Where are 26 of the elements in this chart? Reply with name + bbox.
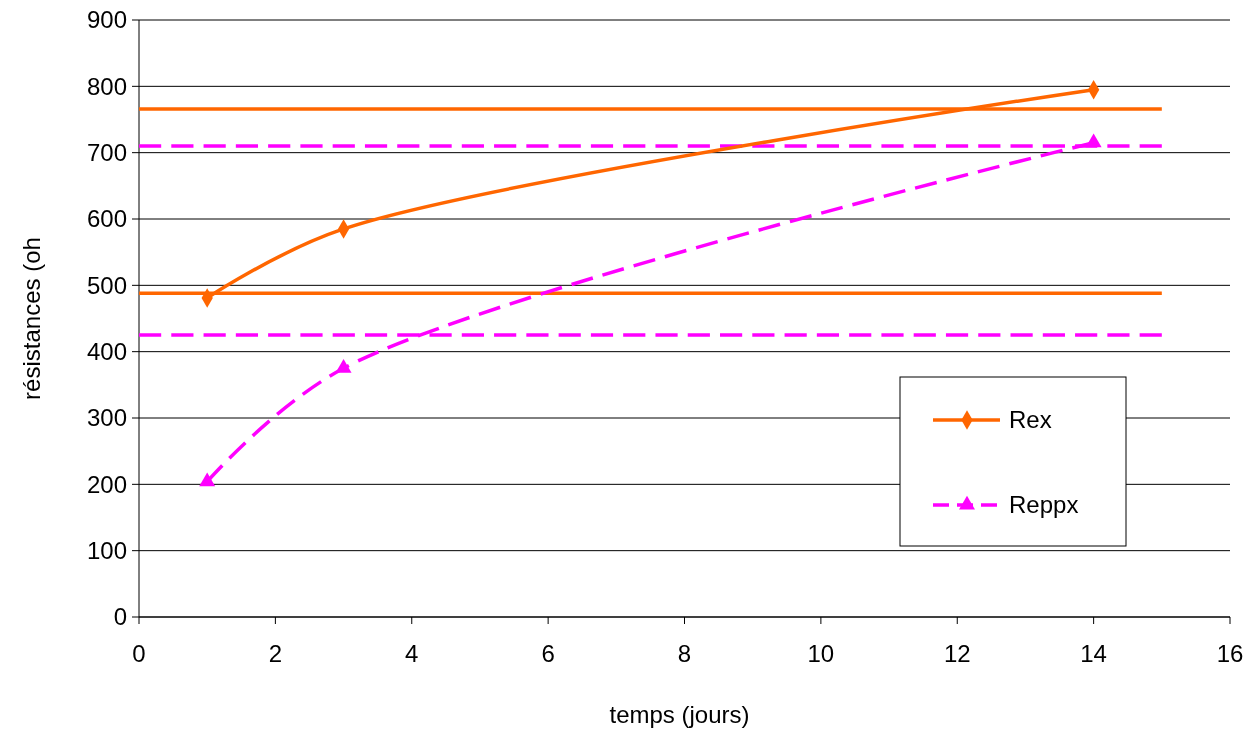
y-tick-label: 900 (86, 6, 127, 34)
x-tick-label: 2 (268, 640, 283, 667)
y-tick-label: 100 (86, 537, 127, 565)
x-tick-label: 12 (943, 640, 971, 667)
y-tick-label: 400 (86, 338, 127, 366)
x-tick-label: 0 (132, 640, 146, 667)
x-tick-label: 14 (1080, 640, 1107, 667)
y-tick-label: 200 (86, 470, 127, 498)
x-tick-label: 4 (405, 640, 419, 667)
y-axis-title: résistances (oh (18, 237, 45, 400)
legend-label: Reppx (1009, 491, 1079, 519)
point (335, 359, 352, 373)
legend-label: Rex (1009, 406, 1052, 434)
x-tick-label: 10 (807, 640, 835, 667)
y-tick-label: 500 (86, 271, 127, 299)
x-tick-label: 8 (677, 640, 692, 667)
point (1085, 133, 1102, 148)
y-tick-label: 700 (86, 139, 127, 167)
y-tick-label: 300 (86, 404, 127, 432)
y-tick-label: 800 (86, 72, 127, 100)
y-tick-label: 0 (113, 603, 127, 631)
y-tick-label: 600 (86, 205, 127, 233)
point (199, 472, 216, 487)
x-tick-label: 6 (541, 640, 555, 667)
x-tick-label: 16 (1216, 640, 1244, 667)
x-axis-title: temps (jours) (609, 701, 750, 728)
